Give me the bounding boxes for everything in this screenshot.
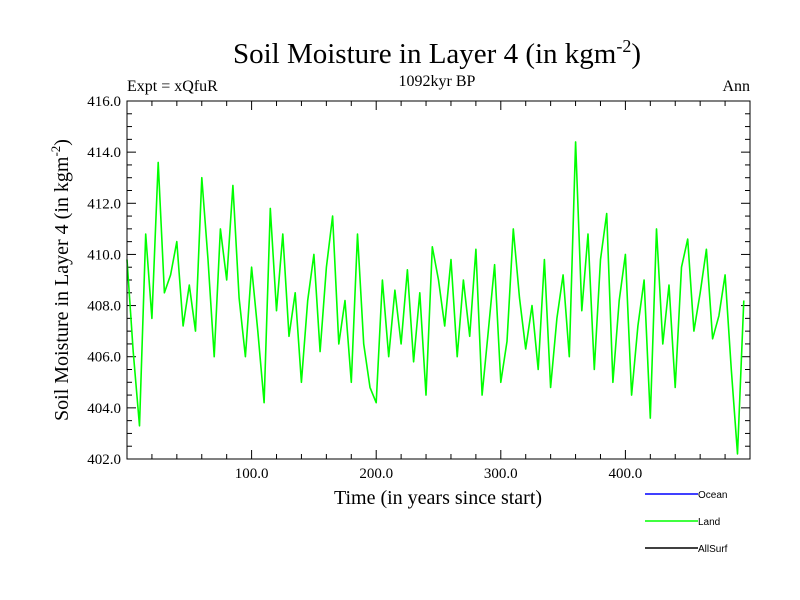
x-tick-label: 400.0 xyxy=(609,466,643,482)
legend-label-ocean: Ocean xyxy=(698,490,727,501)
y-tick-label: 408.0 xyxy=(87,299,121,315)
series-line-land xyxy=(126,141,745,455)
y-tick-label: 414.0 xyxy=(87,145,121,161)
legend: Ocean Land AllSurf xyxy=(645,490,728,555)
x-tick-label: 300.0 xyxy=(484,466,518,482)
legend-label-allsurf: AllSurf xyxy=(698,544,728,555)
y-tick-label: 412.0 xyxy=(87,196,121,212)
axis-ticks xyxy=(127,100,750,460)
y-tick-label: 410.0 xyxy=(87,247,121,263)
y-tick-label: 416.0 xyxy=(87,94,121,110)
x-tick-label: 100.0 xyxy=(235,466,269,482)
plot-frame xyxy=(126,100,751,460)
svg-text:Soil Moisture in Layer 4 (in k: Soil Moisture in Layer 4 (in kgm-2) xyxy=(48,139,73,421)
x-tick-label: 200.0 xyxy=(359,466,393,482)
y-tick-label: 404.0 xyxy=(87,401,121,417)
season-label: Ann xyxy=(722,78,750,95)
y-tick-label: 402.0 xyxy=(87,452,121,468)
y-axis-label: Soil Moisture in Layer 4 (in kgm-2) xyxy=(48,139,73,421)
experiment-label: Expt = xQfuR xyxy=(127,78,218,95)
y-tick-label: 406.0 xyxy=(87,350,121,366)
series-group xyxy=(126,141,745,455)
legend-label-land: Land xyxy=(698,517,720,528)
chart-title: Soil Moisture in Layer 4 (in kgm-2) xyxy=(233,36,641,70)
axis-tick-labels: 100.0 200.0 300.0 400.0 402.0 404.0 406.0 408.0… xyxy=(87,94,642,482)
x-axis-label: Time (in years since start) xyxy=(334,487,542,509)
chart-subtitle: 1092kyr BP xyxy=(399,73,476,90)
